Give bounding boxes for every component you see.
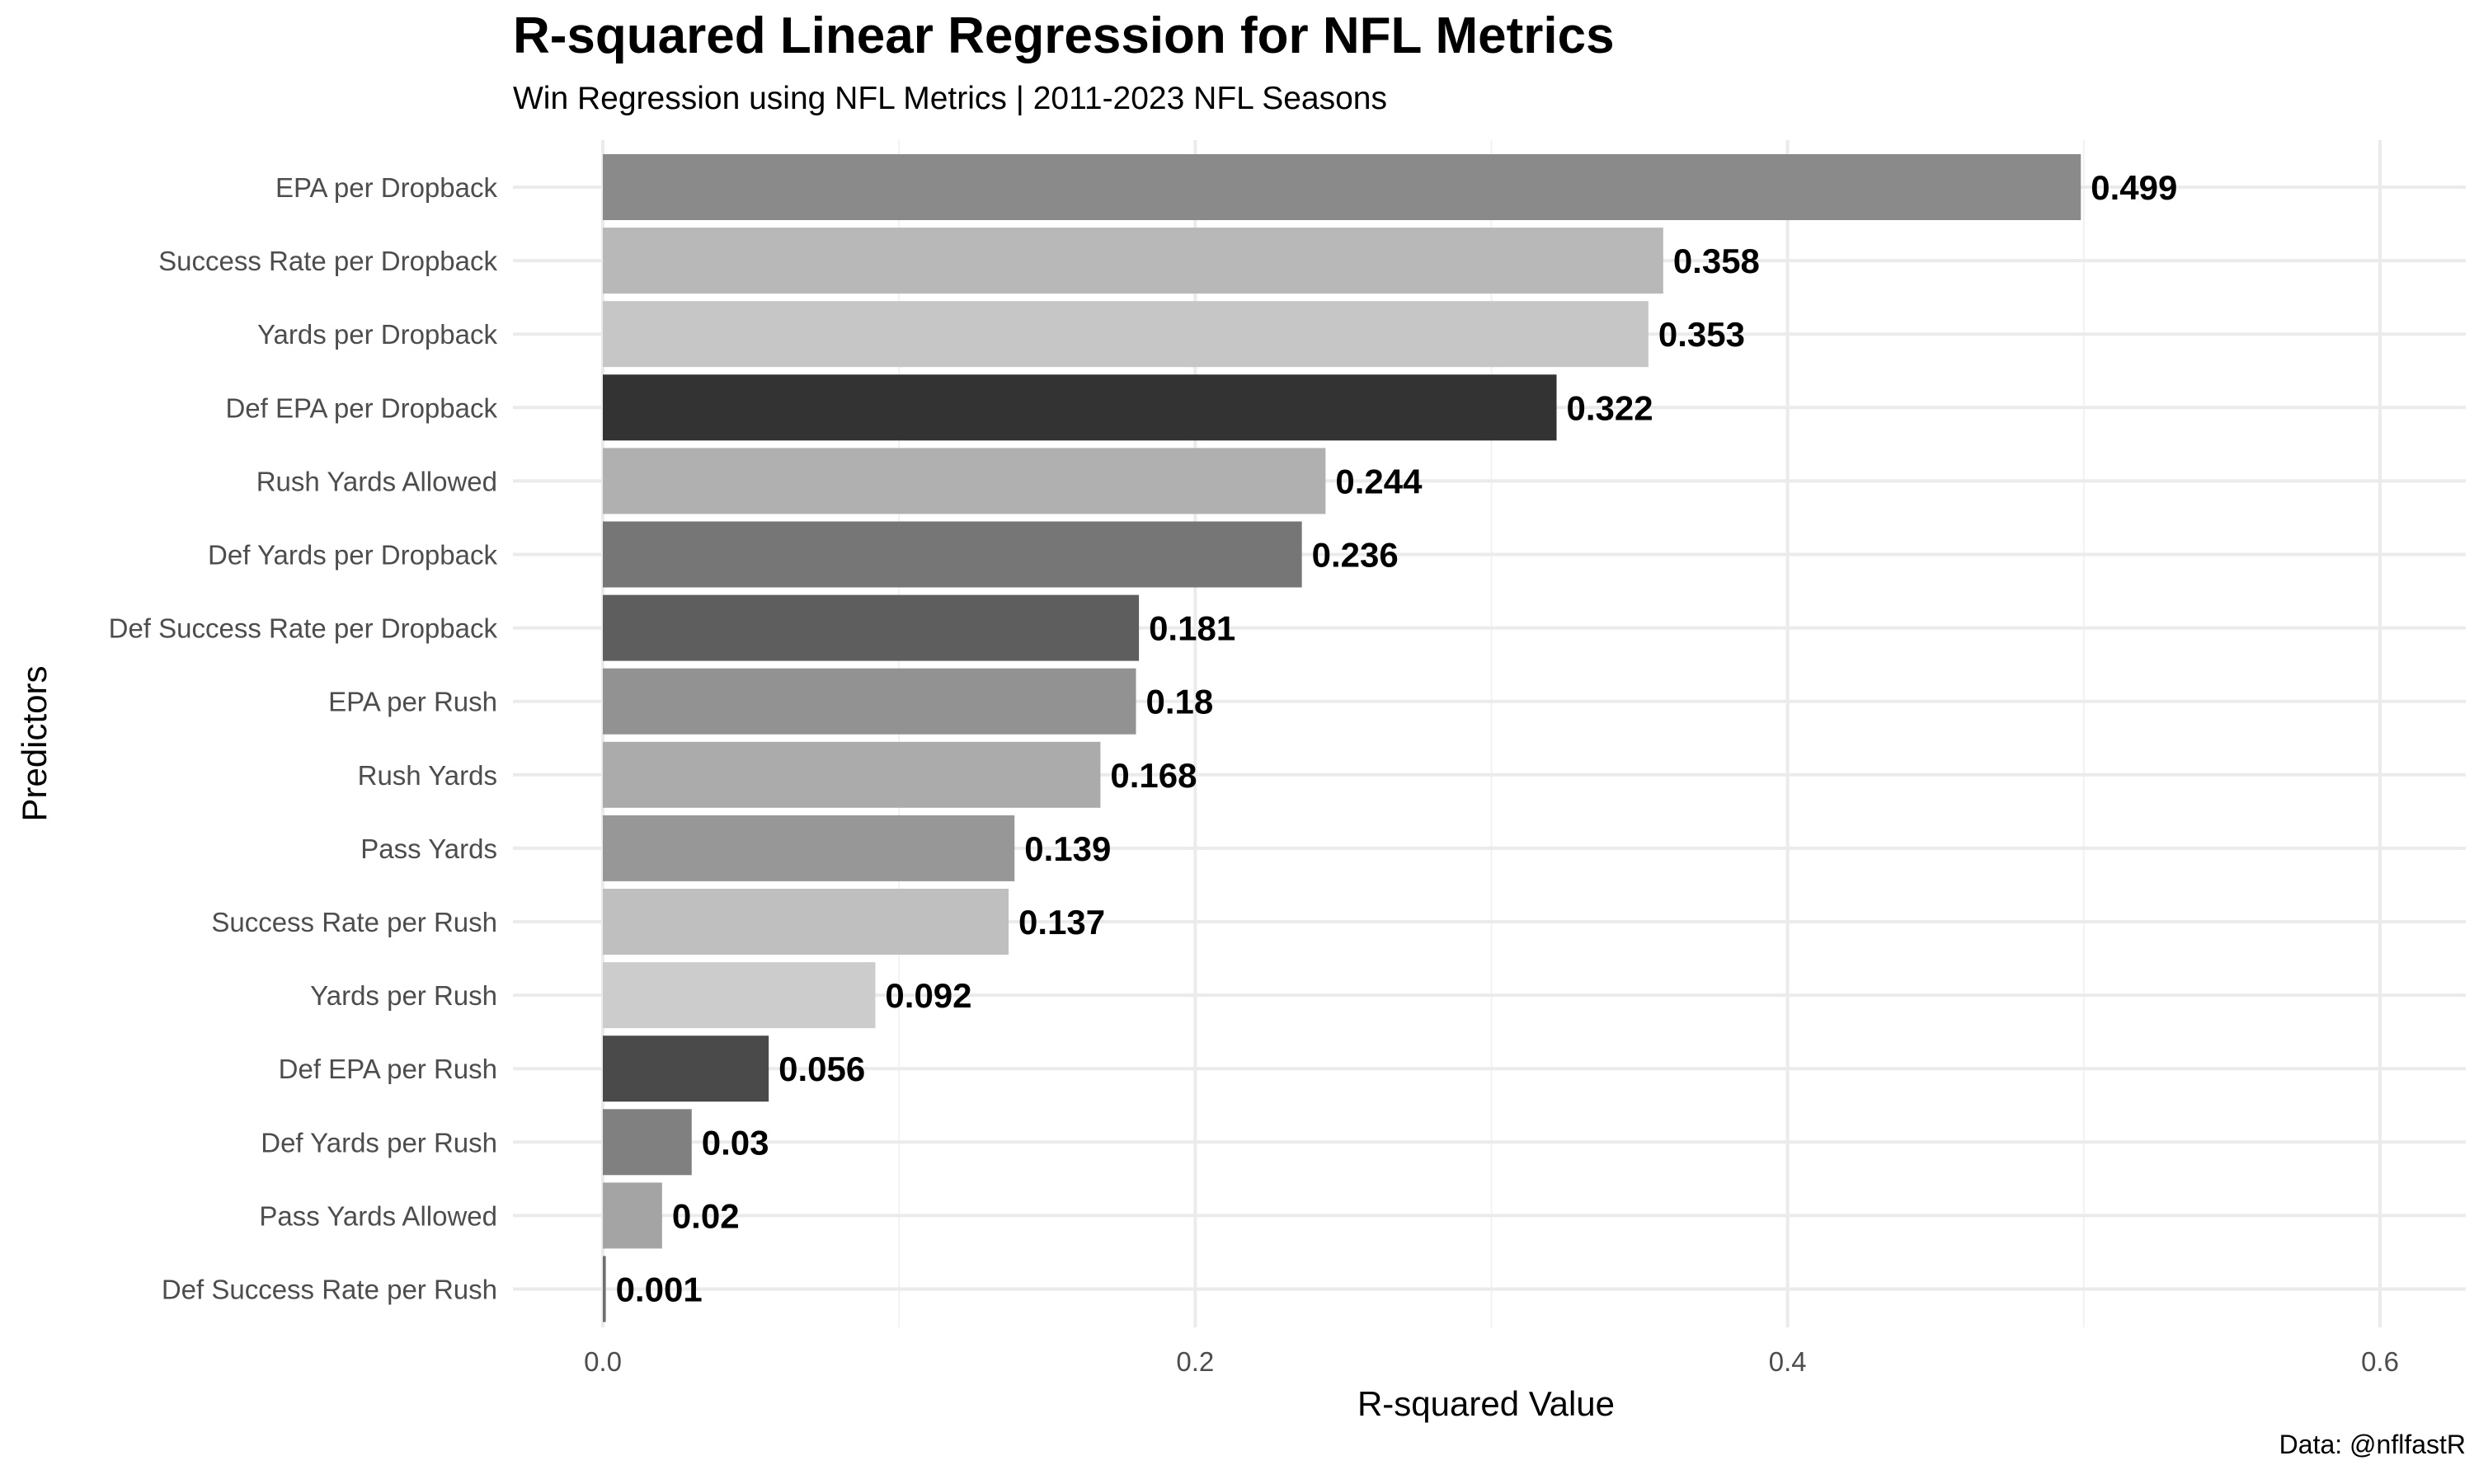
bar <box>603 1256 606 1322</box>
y-tick-label: Def Success Rate per Dropback <box>109 613 498 644</box>
y-tick-label: EPA per Rush <box>328 687 497 717</box>
y-tick-label: Def Yards per Dropback <box>208 540 497 571</box>
bar-value-label: 0.353 <box>1658 315 1745 354</box>
y-tick-label: Def EPA per Dropback <box>225 392 497 423</box>
y-tick-label: Def Success Rate per Rush <box>162 1275 497 1305</box>
bar-value-label: 0.244 <box>1335 462 1423 500</box>
bar <box>603 448 1326 514</box>
bar <box>603 374 1557 441</box>
bar <box>603 1109 692 1176</box>
bar-value-label: 0.03 <box>702 1123 769 1162</box>
bar-value-label: 0.168 <box>1110 756 1197 795</box>
bar <box>603 668 1136 735</box>
x-axis-title: R-squared Value <box>1357 1384 1615 1423</box>
y-tick-label: Yards per Rush <box>310 980 497 1011</box>
y-tick-label: Rush Yards Allowed <box>256 466 497 496</box>
y-tick-label: Def Yards per Rush <box>261 1127 497 1158</box>
y-tick-label: Pass Yards Allowed <box>259 1200 497 1231</box>
x-tick-labels: 0.0 0.2 0.4 0.6 <box>584 1346 2399 1377</box>
y-tick-label: Yards per Dropback <box>257 319 498 350</box>
x-tick-label: 0.4 <box>1769 1346 1807 1377</box>
bar-value-label: 0.181 <box>1149 609 1235 648</box>
bar-value-label: 0.092 <box>885 976 971 1015</box>
x-tick-label: 0.0 <box>584 1346 622 1377</box>
bar <box>603 1036 769 1102</box>
bar <box>603 594 1140 661</box>
y-tick-label: Pass Yards <box>360 834 497 864</box>
bar <box>603 154 2081 220</box>
bar-value-label: 0.322 <box>1567 388 1653 427</box>
bar <box>603 889 1009 955</box>
chart-caption: Data: @nflfastR <box>2279 1430 2466 1459</box>
bar-value-label: 0.02 <box>672 1196 740 1235</box>
x-tick-label: 0.6 <box>2361 1346 2399 1377</box>
bar <box>603 228 1663 294</box>
y-axis-title: Predictors <box>15 665 54 821</box>
bar-value-label: 0.139 <box>1024 829 1111 868</box>
bar <box>603 301 1649 368</box>
bar-value-label: 0.056 <box>778 1050 865 1088</box>
bar-value-label: 0.499 <box>2091 168 2177 207</box>
chart-subtitle: Win Regression using NFL Metrics | 2011-… <box>513 81 1387 116</box>
bar <box>603 741 1101 808</box>
bar-value-label: 0.236 <box>1312 536 1399 575</box>
y-tick-label: Rush Yards <box>358 760 497 791</box>
chart-title: R-squared Linear Regression for NFL Metr… <box>513 7 1615 64</box>
bar <box>603 815 1015 881</box>
bar <box>603 1182 662 1249</box>
y-tick-label: Success Rate per Dropback <box>158 246 497 276</box>
y-tick-label: Def EPA per Rush <box>279 1054 497 1084</box>
x-tick-label: 0.2 <box>1176 1346 1214 1377</box>
bar-value-label: 0.137 <box>1018 903 1105 942</box>
bar-value-label: 0.358 <box>1673 242 1760 280</box>
y-tick-label: EPA per Dropback <box>275 172 498 203</box>
bar-value-label: 0.001 <box>616 1270 703 1309</box>
y-tick-labels: EPA per Dropback Success Rate per Dropbac… <box>109 172 498 1305</box>
bar-value-label: 0.18 <box>1146 683 1214 721</box>
bar <box>603 962 876 1029</box>
y-tick-label: Success Rate per Rush <box>211 907 497 937</box>
bar <box>603 521 1302 588</box>
